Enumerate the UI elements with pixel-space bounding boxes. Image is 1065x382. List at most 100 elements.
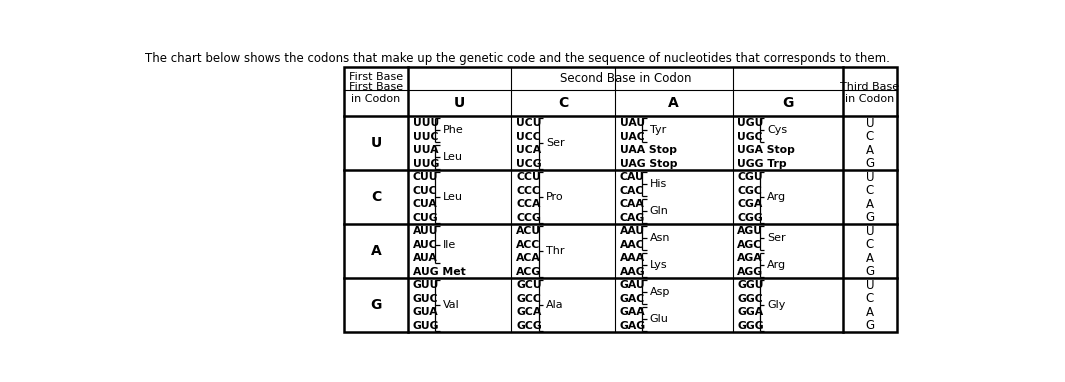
Text: A: A bbox=[669, 96, 679, 110]
Text: CGG: CGG bbox=[737, 213, 763, 223]
Text: Third Base: Third Base bbox=[840, 82, 899, 92]
Text: GCA: GCA bbox=[517, 307, 541, 317]
Text: GUC: GUC bbox=[413, 293, 439, 304]
Text: Ser: Ser bbox=[546, 138, 564, 149]
Text: C: C bbox=[866, 184, 874, 197]
Text: AGA: AGA bbox=[737, 253, 763, 263]
Text: UUC: UUC bbox=[413, 132, 438, 142]
Text: G: G bbox=[865, 211, 874, 224]
Text: G: G bbox=[782, 96, 793, 110]
Text: U: U bbox=[371, 136, 381, 151]
Text: U: U bbox=[866, 117, 874, 129]
Text: G: G bbox=[371, 298, 381, 312]
Text: G: G bbox=[865, 265, 874, 278]
Text: Arg: Arg bbox=[768, 260, 787, 270]
Text: CCG: CCG bbox=[517, 213, 541, 223]
Text: A: A bbox=[866, 144, 873, 157]
Text: First Base: First Base bbox=[349, 82, 403, 92]
Text: AAA: AAA bbox=[620, 253, 644, 263]
Text: Glu: Glu bbox=[650, 314, 669, 324]
Bar bbox=[344, 66, 897, 332]
Text: CUG: CUG bbox=[413, 213, 439, 223]
Text: His: His bbox=[650, 179, 667, 189]
Text: Ala: Ala bbox=[546, 300, 564, 310]
Text: GGU: GGU bbox=[737, 280, 764, 290]
Text: CAA: CAA bbox=[620, 199, 644, 209]
Text: Lys: Lys bbox=[650, 260, 668, 270]
Text: Ile: Ile bbox=[443, 240, 456, 249]
Text: Second Base in Codon: Second Base in Codon bbox=[560, 72, 691, 85]
Text: AUG Met: AUG Met bbox=[413, 267, 465, 277]
Text: in Codon: in Codon bbox=[846, 94, 895, 104]
Text: GGG: GGG bbox=[737, 320, 764, 330]
Text: GGA: GGA bbox=[737, 307, 764, 317]
Text: GCG: GCG bbox=[517, 320, 542, 330]
Text: Asn: Asn bbox=[650, 233, 670, 243]
Text: Pro: Pro bbox=[546, 193, 564, 202]
Text: UUA: UUA bbox=[413, 145, 438, 155]
Text: GUU: GUU bbox=[413, 280, 439, 290]
Text: GUA: GUA bbox=[413, 307, 439, 317]
Text: CAU: CAU bbox=[620, 172, 644, 182]
Text: UGG Trp: UGG Trp bbox=[737, 159, 787, 169]
Text: G: G bbox=[865, 319, 874, 332]
Text: UGC: UGC bbox=[737, 132, 763, 142]
Text: CCA: CCA bbox=[517, 199, 541, 209]
Text: Cys: Cys bbox=[768, 125, 787, 135]
Text: The chart below shows the codons that make up the genetic code and the sequence : The chart below shows the codons that ma… bbox=[145, 52, 889, 65]
Text: UUU: UUU bbox=[413, 118, 439, 128]
Text: Ser: Ser bbox=[768, 233, 786, 243]
Text: UCC: UCC bbox=[517, 132, 541, 142]
Text: GAA: GAA bbox=[620, 307, 645, 317]
Text: CCU: CCU bbox=[517, 172, 541, 182]
Text: AUA: AUA bbox=[413, 253, 438, 263]
Text: G: G bbox=[865, 157, 874, 170]
Text: CUU: CUU bbox=[413, 172, 438, 182]
Text: in Codon: in Codon bbox=[351, 94, 400, 104]
Text: AGU: AGU bbox=[737, 226, 764, 236]
Text: AAU: AAU bbox=[620, 226, 644, 236]
Text: U: U bbox=[866, 225, 874, 238]
Text: CAC: CAC bbox=[620, 186, 644, 196]
Text: First Base: First Base bbox=[349, 73, 403, 83]
Text: GGC: GGC bbox=[737, 293, 763, 304]
Text: UCG: UCG bbox=[517, 159, 542, 169]
Text: CGC: CGC bbox=[737, 186, 763, 196]
Text: A: A bbox=[371, 244, 381, 258]
Text: AGC: AGC bbox=[737, 240, 763, 249]
Text: CAG: CAG bbox=[620, 213, 644, 223]
Text: AAC: AAC bbox=[620, 240, 644, 249]
Text: Arg: Arg bbox=[768, 193, 787, 202]
Text: GAC: GAC bbox=[620, 293, 644, 304]
Text: AUC: AUC bbox=[413, 240, 438, 249]
Text: UGA Stop: UGA Stop bbox=[737, 145, 796, 155]
Text: UAG Stop: UAG Stop bbox=[620, 159, 677, 169]
Text: UAA Stop: UAA Stop bbox=[620, 145, 676, 155]
Text: Asp: Asp bbox=[650, 287, 670, 297]
Text: C: C bbox=[866, 238, 874, 251]
Text: GAG: GAG bbox=[620, 320, 645, 330]
Text: GCC: GCC bbox=[517, 293, 541, 304]
Text: CCC: CCC bbox=[517, 186, 540, 196]
Text: A: A bbox=[866, 306, 873, 319]
Text: Tyr: Tyr bbox=[650, 125, 666, 135]
Text: Thr: Thr bbox=[546, 246, 564, 256]
Text: GCU: GCU bbox=[517, 280, 542, 290]
Text: UUG: UUG bbox=[413, 159, 439, 169]
Text: Val: Val bbox=[443, 300, 460, 310]
Text: ACA: ACA bbox=[517, 253, 541, 263]
Text: A: A bbox=[866, 197, 873, 210]
Text: U: U bbox=[866, 278, 874, 291]
Text: UAU: UAU bbox=[620, 118, 644, 128]
Text: ACU: ACU bbox=[517, 226, 541, 236]
Text: CGA: CGA bbox=[737, 199, 763, 209]
Text: AGG: AGG bbox=[737, 267, 764, 277]
Text: ACC: ACC bbox=[517, 240, 541, 249]
Text: GAU: GAU bbox=[620, 280, 645, 290]
Text: ACG: ACG bbox=[517, 267, 541, 277]
Text: CUC: CUC bbox=[413, 186, 438, 196]
Text: AUU: AUU bbox=[413, 226, 438, 236]
Text: U: U bbox=[454, 96, 465, 110]
Text: AAG: AAG bbox=[620, 267, 645, 277]
Text: UGU: UGU bbox=[737, 118, 764, 128]
